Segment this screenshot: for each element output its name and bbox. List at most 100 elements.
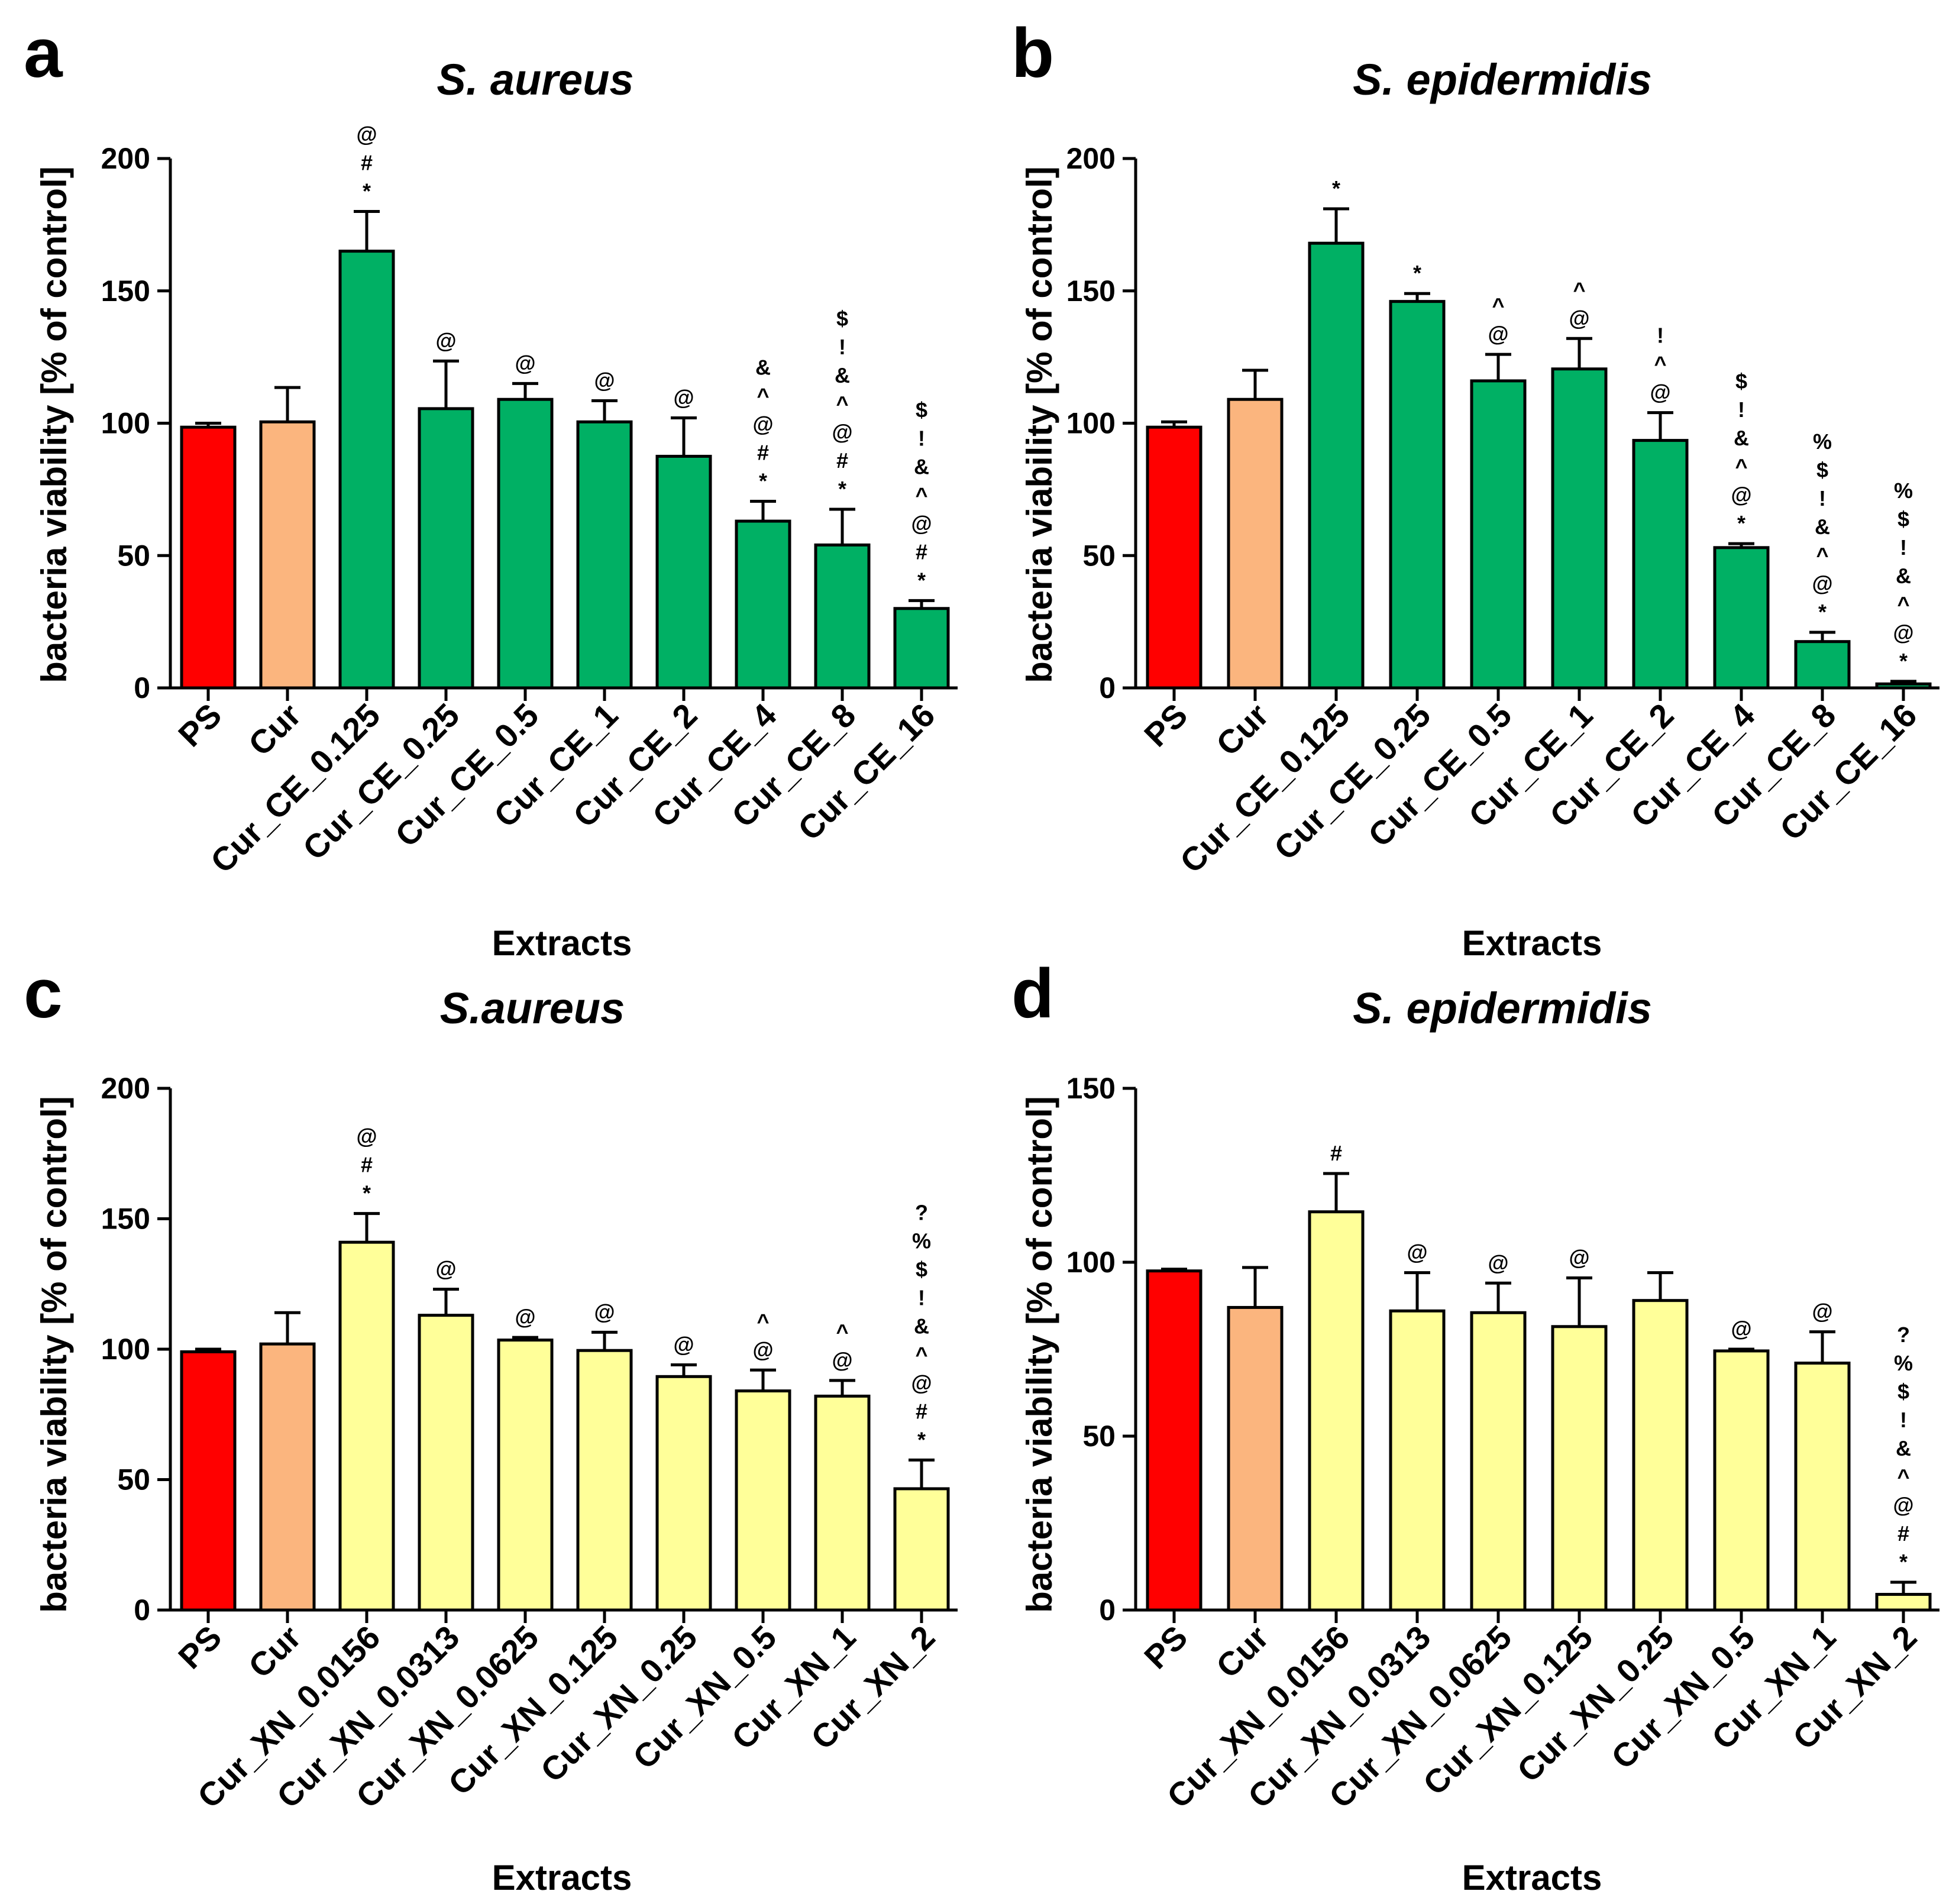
y-tick-label: 0 (134, 671, 150, 704)
significance-mark: ^ (1654, 352, 1666, 376)
significance-mark: * (1818, 600, 1827, 624)
significance-mark: ^ (1897, 592, 1909, 616)
significance-mark: * (917, 568, 926, 592)
y-tick-label: 150 (101, 1202, 150, 1236)
significance-mark: ^ (1735, 454, 1747, 479)
y-axis-label: bacteria viability [% of control] (1020, 166, 1059, 683)
x-axis-label: Extracts (492, 923, 632, 963)
significance-mark: * (917, 1427, 926, 1452)
significance-mark: & (835, 363, 850, 387)
bar-Cur_XN_0.125 (576, 1349, 633, 1612)
panel-letter: c (24, 955, 63, 1033)
significance-mark: # (361, 151, 373, 175)
significance-mark: @ (435, 328, 456, 353)
y-tick-label: 150 (1066, 1072, 1116, 1105)
significance-mark: # (361, 1153, 373, 1177)
significance-mark: ^ (1897, 1465, 1909, 1489)
significance-mark: ^ (1492, 293, 1504, 318)
x-axis-label: Extracts (1462, 923, 1602, 963)
significance-mark: & (755, 355, 771, 380)
bar-Cur_CE_8 (1794, 640, 1851, 690)
chart-title: S.aureus (440, 984, 625, 1033)
significance-mark: @ (832, 1348, 852, 1372)
significance-mark: * (838, 477, 846, 501)
bar-Cur_CE_0.25 (1389, 300, 1446, 690)
significance-mark: & (914, 1314, 929, 1338)
significance-mark: ^ (757, 1309, 769, 1333)
x-category-label: Cur (1209, 696, 1276, 763)
significance-mark: ^ (1816, 543, 1828, 567)
bar-Cur_XN_0.0625 (497, 1339, 554, 1612)
significance-mark: @ (752, 1337, 773, 1362)
x-category-label: PS (171, 1618, 228, 1676)
bar-PS (1146, 1269, 1202, 1612)
bar-Cur_CE_2 (655, 454, 712, 690)
significance-mark: $ (1897, 1379, 1909, 1404)
bar-Cur_CE_1 (576, 420, 633, 690)
chart-panel-a: a S. aureus bacteria viability [% of contr… (24, 14, 958, 963)
significance-mark: * (363, 179, 371, 203)
bar-Cur_XN_0.0156 (1308, 1210, 1365, 1612)
significance-mark: ? (1897, 1323, 1910, 1347)
bar-Cur_CE_16 (1875, 682, 1932, 690)
y-axis-label: bacteria viability [% of control] (34, 1096, 74, 1613)
bar-Cur (259, 420, 316, 690)
significance-mark: @ (1893, 1493, 1913, 1517)
bar-Cur_CE_0.125 (1308, 241, 1365, 690)
significance-mark: $ (836, 306, 848, 331)
significance-mark: * (1332, 176, 1340, 201)
significance-mark: $ (1897, 507, 1909, 531)
significance-mark: * (1899, 1550, 1908, 1574)
y-tick-label: 50 (117, 539, 150, 572)
significance-mark: ^ (757, 384, 769, 408)
significance-mark: # (916, 1399, 927, 1423)
y-tick-label: 200 (101, 142, 150, 175)
chart-title: S. epidermidis (1353, 984, 1652, 1033)
y-tick-label: 50 (117, 1463, 150, 1496)
panel-letter: b (1011, 14, 1054, 92)
bar-Cur (1227, 1305, 1284, 1612)
significance-mark: @ (911, 1370, 932, 1395)
chart-panel-c: c S.aureus bacteria viability [% of contro… (24, 955, 958, 1897)
significance-mark: @ (435, 1257, 456, 1281)
y-tick-label: 200 (1066, 142, 1116, 175)
bar-Cur_XN_0.25 (655, 1375, 712, 1612)
bar-Cur_XN_1 (814, 1394, 871, 1612)
bar-Cur_CE_0.125 (338, 250, 395, 690)
significance-mark: ! (1900, 535, 1907, 560)
significance-mark: @ (1731, 1317, 1751, 1341)
bar-Cur_CE_0.25 (418, 407, 474, 690)
significance-mark: ! (918, 1285, 925, 1310)
significance-mark: * (1737, 511, 1745, 535)
significance-mark: ? (915, 1200, 928, 1224)
significance-mark: @ (594, 368, 615, 392)
significance-mark: * (363, 1181, 371, 1205)
significance-mark: @ (1893, 620, 1913, 645)
significance-mark: @ (515, 351, 535, 375)
significance-mark: @ (752, 412, 773, 437)
significance-mark: @ (1569, 306, 1589, 330)
significance-mark: ^ (836, 1320, 848, 1344)
bar-Cur_XN_0.5 (1713, 1349, 1770, 1612)
significance-mark: # (1897, 1521, 1909, 1546)
y-tick-label: 100 (1066, 407, 1116, 440)
bar-Cur_XN_0.0156 (338, 1240, 395, 1612)
x-category-label: Cur (241, 696, 308, 763)
y-tick-label: 0 (1099, 671, 1116, 704)
x-category-label: PS (1137, 1618, 1194, 1676)
bar-Cur (1227, 397, 1284, 690)
bar-Cur_XN_0.0625 (1470, 1311, 1527, 1612)
significance-mark: @ (1650, 380, 1670, 405)
bar-Cur_XN_0.125 (1551, 1325, 1608, 1612)
significance-mark: * (1899, 649, 1908, 673)
y-tick-label: 150 (101, 274, 150, 308)
significance-mark: @ (1812, 571, 1832, 596)
bar-Cur_CE_0.5 (1470, 379, 1527, 690)
significance-mark: @ (356, 122, 377, 147)
significance-mark: ^ (915, 483, 927, 507)
chart-panel-d: d S. epidermidis bacteria viability [% of … (1011, 955, 1939, 1897)
bar-Cur (259, 1342, 316, 1612)
y-tick-label: 150 (1066, 274, 1116, 308)
significance-mark: & (914, 454, 929, 479)
bar-Cur_CE_16 (893, 607, 950, 690)
